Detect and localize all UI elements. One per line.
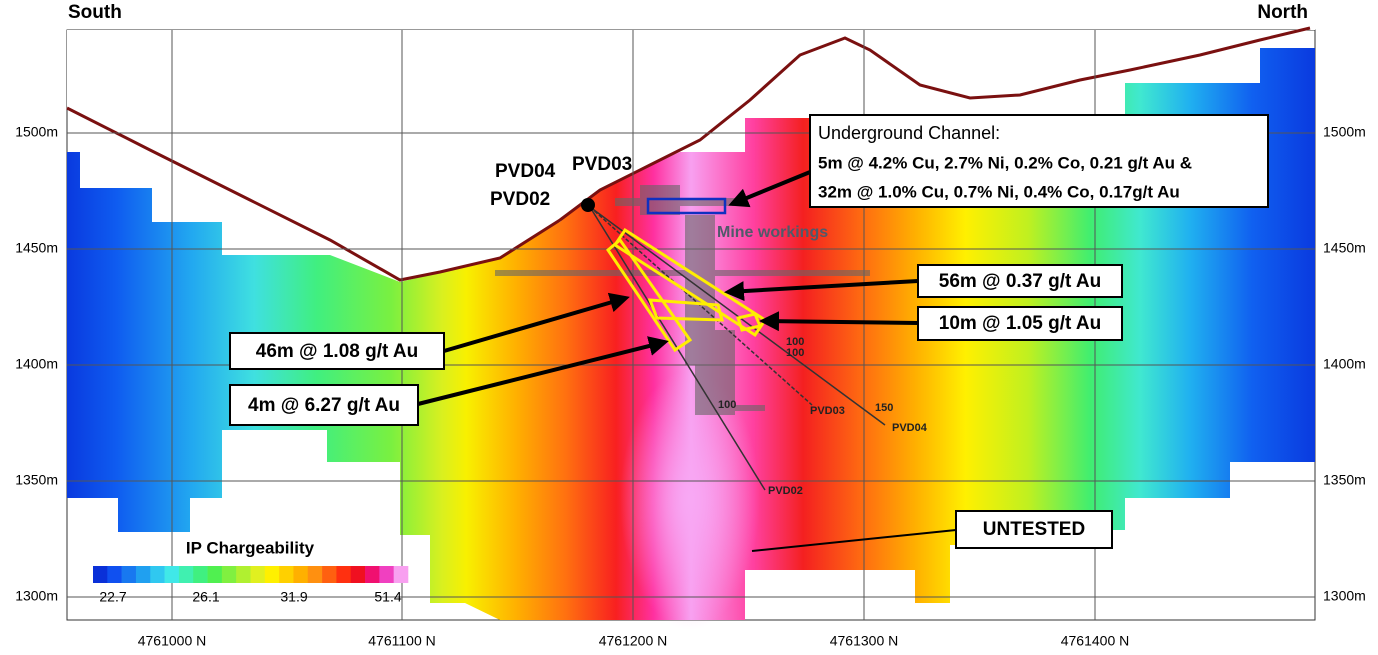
callout-text: 56m @ 0.37 g/t Au <box>939 271 1101 292</box>
callout-text: 4m @ 6.27 g/t Au <box>248 395 400 416</box>
callout-text: Underground Channel: <box>818 123 1000 143</box>
legend-label: 51.4 <box>374 589 401 605</box>
arrows <box>417 168 957 552</box>
callout-text: UNTESTED <box>983 519 1085 540</box>
callout-text: 46m @ 1.08 g/t Au <box>256 341 418 362</box>
depth-label: 100 <box>786 336 804 348</box>
legend-swatch <box>150 566 165 583</box>
y-tick-label: 1350m <box>1323 472 1366 488</box>
direction-label: South <box>68 2 122 23</box>
legend-swatch <box>350 566 366 583</box>
collar-label: PVD02 <box>490 189 550 210</box>
hole-label: PVD04 <box>892 422 928 434</box>
x-tick-label: 4761000 N <box>138 633 207 649</box>
x-tick-label: 4761400 N <box>1061 633 1130 649</box>
mine-workings-label: Mine workings <box>717 224 828 241</box>
hole-label: PVD02 <box>768 485 803 497</box>
y-tick-label: 1400m <box>15 356 58 372</box>
legend-swatch <box>365 566 380 583</box>
callout-box <box>917 264 1123 298</box>
legend-swatch <box>121 566 137 583</box>
depth-label: 100 <box>718 399 736 411</box>
callout-text: 5m @ 4.2% Cu, 2.7% Ni, 0.2% Co, 0.21 g/t… <box>818 153 1192 172</box>
callout-box <box>955 510 1113 549</box>
topography <box>66 26 1311 282</box>
legend-swatch <box>379 566 394 583</box>
callout-box <box>229 384 419 426</box>
legend-label: 26.1 <box>192 589 219 605</box>
legend-swatch <box>293 566 309 583</box>
legend-label: 31.9 <box>280 589 307 605</box>
collar-label: PVD04 <box>495 161 556 182</box>
collar-label: PVD03 <box>572 154 632 175</box>
legend-swatch <box>135 566 151 583</box>
y-tick-label: 1500m <box>15 124 58 140</box>
callout-box <box>917 306 1123 341</box>
legend-swatch <box>264 566 280 583</box>
x-tick-label: 4761300 N <box>830 633 899 649</box>
legend-swatch <box>393 566 409 583</box>
legend-swatch <box>236 566 251 583</box>
legend-swatch <box>322 566 337 583</box>
y-tick-label: 1350m <box>15 472 58 488</box>
legend-swatch <box>164 566 180 583</box>
callout-text: 10m @ 1.05 g/t Au <box>939 313 1101 334</box>
legend-swatch <box>93 566 108 583</box>
x-tick-label: 4761100 N <box>368 633 435 649</box>
legend-swatch <box>250 566 266 583</box>
callout-box <box>229 332 445 370</box>
direction-label: North <box>1257 2 1308 23</box>
y-tick-label: 1400m <box>1323 356 1366 372</box>
air <box>67 28 1315 280</box>
legend-swatch <box>178 566 194 583</box>
channel-box <box>646 197 727 215</box>
y-tick-label: 1300m <box>1323 588 1366 604</box>
y-tick-label: 1300m <box>15 588 58 604</box>
legend: IP Chargeability 22.7 26.1 31.9 51.4 <box>93 538 409 605</box>
callout-box <box>809 114 1269 208</box>
legend-swatch <box>207 566 223 583</box>
collar <box>581 198 595 212</box>
depth-label: 100 <box>786 347 804 359</box>
legend-swatch <box>107 566 122 583</box>
y-tick-label: 1500m <box>1323 124 1366 140</box>
depth-label: 150 <box>875 402 893 414</box>
legend-swatch <box>307 566 323 583</box>
drillholes <box>589 206 886 491</box>
legend-title: IP Chargeability <box>186 538 315 557</box>
hole-label: PVD03 <box>810 405 845 417</box>
x-tick-label: 4761200 N <box>599 633 668 649</box>
callout-text: 32m @ 1.0% Cu, 0.7% Ni, 0.4% Co, 0.17g/t… <box>818 182 1180 201</box>
legend-swatch <box>221 566 237 583</box>
legend-swatch <box>279 566 294 583</box>
high-anomaly <box>620 370 760 630</box>
legend-swatch <box>193 566 208 583</box>
legend-swatch <box>336 566 352 583</box>
y-tick-label: 1450m <box>15 240 58 256</box>
legend-label: 22.7 <box>99 589 126 605</box>
y-tick-label: 1450m <box>1323 240 1366 256</box>
